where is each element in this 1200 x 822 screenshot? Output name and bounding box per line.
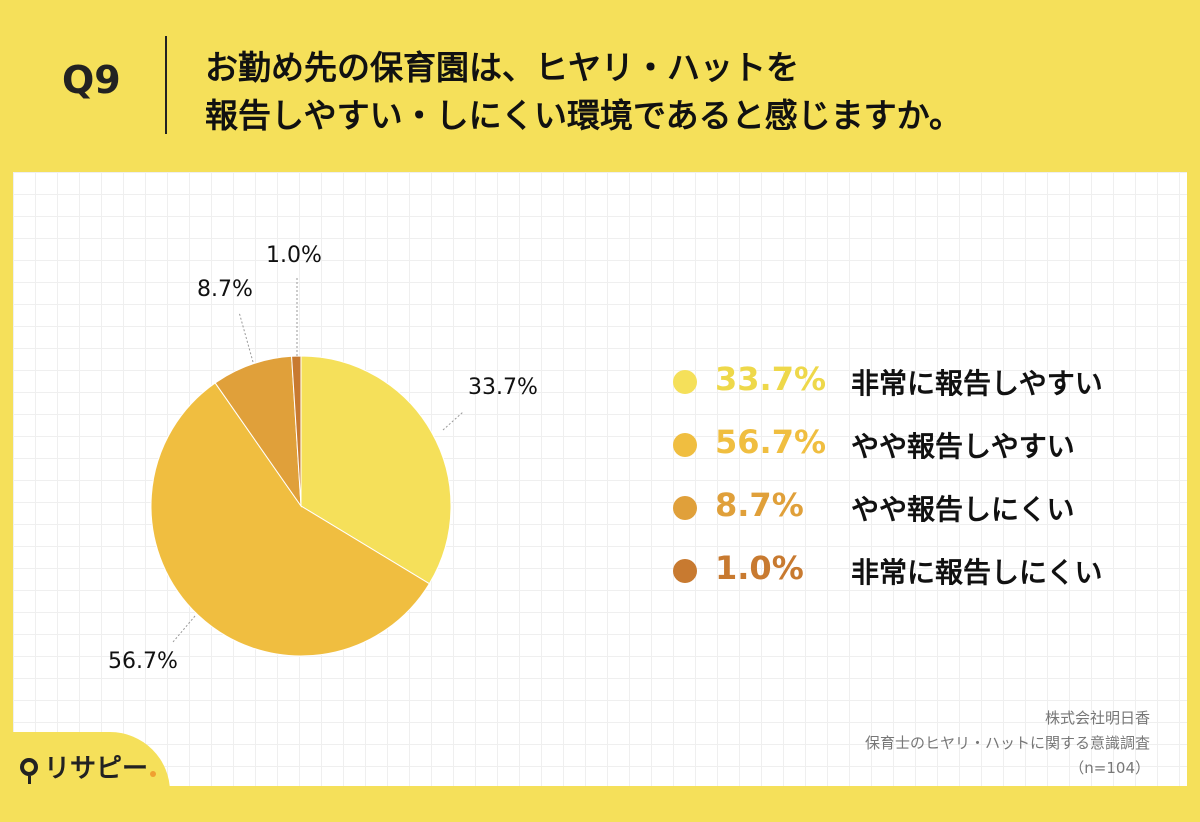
data-label: 1.0%: [266, 243, 322, 268]
chart-card: 33.7% 56.7% 8.7% 1.0% 33.7% 非常に報告しやすい 56.7%…: [13, 172, 1187, 786]
legend-label: やや報告しにくい: [851, 493, 1075, 526]
pie-chart: 33.7% 56.7% 8.7% 1.0%: [108, 243, 538, 674]
data-label: 8.7%: [197, 277, 253, 302]
question-title-line-2: 報告しやすい・しにくい環境であると感じますか。: [205, 96, 963, 135]
source-survey: 保育士のヒヤリ・ハットに関する意識調査: [864, 734, 1150, 752]
source-company: 株式会社明日香: [1044, 709, 1150, 727]
pie-slice-very-hard: [291, 355, 302, 507]
leader-line: [442, 411, 464, 431]
legend-percent: 8.7%: [715, 486, 804, 524]
legend-percent: 56.7%: [715, 423, 827, 461]
legend-label: やや報告しやすい: [851, 430, 1075, 463]
data-label: 56.7%: [108, 649, 178, 674]
logo-text: リサピー: [44, 754, 149, 784]
legend-swatch: [673, 496, 697, 520]
question-title: お勤め先の保育園は、ヒヤリ・ハットを 報告しやすい・しにくい環境であると感じます…: [205, 44, 1165, 140]
question-number: Q9: [62, 58, 121, 102]
source-sample: （n=104）: [1069, 759, 1150, 777]
legend-label: 非常に報告しやすい: [851, 367, 1103, 400]
leader-line: [238, 311, 254, 363]
legend-item: 56.7% やや報告しやすい: [673, 421, 1193, 484]
legend-label: 非常に報告しにくい: [851, 556, 1103, 589]
legend-item: 8.7% やや報告しにくい: [673, 484, 1193, 547]
pin-icon: [20, 757, 38, 784]
leader-line: [172, 615, 196, 643]
legend: 33.7% 非常に報告しやすい 56.7% やや報告しやすい 8.7% やや報告…: [673, 358, 1193, 610]
header-divider: [165, 36, 167, 134]
legend-swatch: [673, 433, 697, 457]
source-note: 株式会社明日香 保育士のヒヤリ・ハットに関する意識調査 （n=104）: [865, 706, 1150, 781]
pie-slice-somewhat-easy: [150, 382, 430, 657]
question-title-line-1: お勤め先の保育園は、ヒヤリ・ハットを: [205, 48, 799, 87]
legend-item: 33.7% 非常に報告しやすい: [673, 358, 1193, 421]
brand-logo: リサピー: [20, 748, 157, 785]
legend-swatch: [673, 559, 697, 583]
pie-slice-very-easy: [300, 355, 452, 585]
legend-swatch: [673, 370, 697, 394]
legend-item: 1.0% 非常に報告しにくい: [673, 547, 1193, 610]
legend-percent: 33.7%: [715, 360, 827, 398]
pie-slice-somewhat-hard: [214, 355, 302, 508]
header: Q9 お勤め先の保育園は、ヒヤリ・ハットを 報告しやすい・しにくい環境であると感…: [0, 0, 1200, 170]
data-label: 33.7%: [468, 375, 538, 400]
logo-dot: [150, 770, 157, 777]
legend-percent: 1.0%: [715, 549, 804, 587]
